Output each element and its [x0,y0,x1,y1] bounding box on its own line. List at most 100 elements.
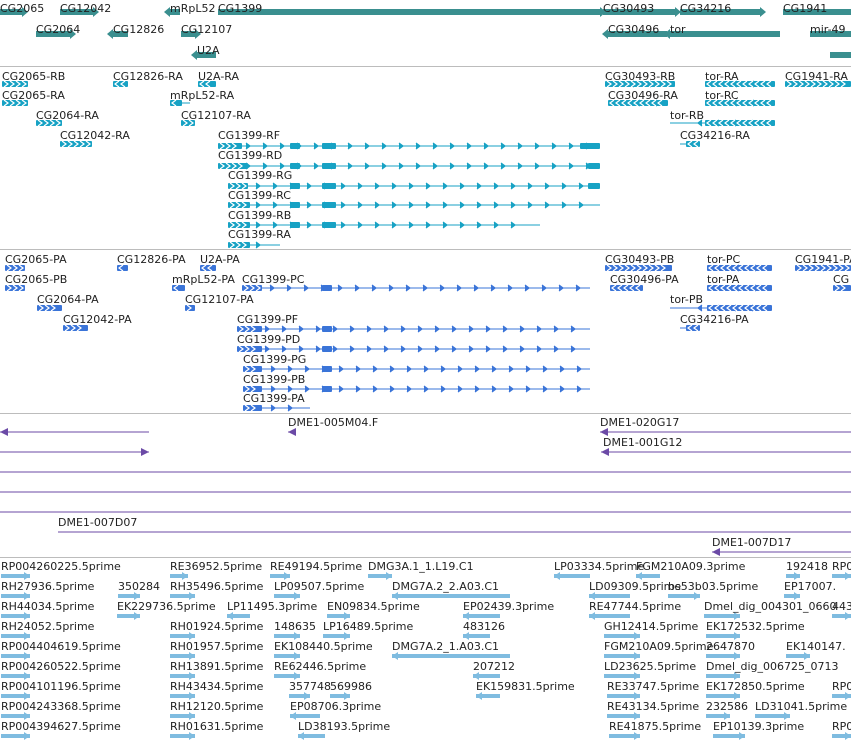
est-label[interactable]: RH35496.5prime [170,580,264,593]
est-feature[interactable] [270,572,290,580]
est-feature[interactable] [713,732,745,740]
est-feature[interactable] [784,592,800,600]
est-feature[interactable] [170,572,188,580]
transcript-label[interactable]: CG2064-RA [36,109,99,122]
transcript-feature[interactable] [228,201,600,209]
gene-label[interactable]: CG30496 [608,23,660,36]
protein-label[interactable]: CG1399-PC [242,273,305,286]
est-label[interactable]: RP0 [832,720,851,733]
est-feature[interactable] [755,712,790,720]
transcript-feature[interactable] [60,140,92,148]
est-feature[interactable] [170,712,195,720]
gene-feature[interactable] [60,7,99,17]
protein-label[interactable]: CG12107-PA [185,293,254,306]
est-label[interactable]: RP0 [832,560,851,573]
transcript-label[interactable]: CG1399-RC [228,189,291,202]
est-feature[interactable] [289,692,310,700]
gene-feature[interactable] [0,7,28,17]
transcript-feature[interactable] [36,119,62,127]
protein-label[interactable]: CG1399-PF [237,313,299,326]
est-feature[interactable] [706,692,740,700]
est-label[interactable]: 192418 [786,560,828,573]
est-label[interactable]: FGM210A09.3prime [636,560,746,573]
transcript-feature[interactable] [198,80,216,88]
est-label[interactable]: RH12120.5prime [170,700,264,713]
clone-feature[interactable] [601,448,851,456]
clone-feature[interactable] [712,548,851,556]
gene-label[interactable]: tor [670,23,686,36]
est-feature[interactable] [604,672,640,680]
est-label[interactable]: LD38193.5prime [298,720,391,733]
transcript-label[interactable]: CG30496-RA [608,89,678,102]
protein-feature[interactable] [63,324,88,332]
est-feature[interactable] [1,652,30,660]
transcript-feature[interactable] [181,119,195,127]
protein-feature[interactable] [5,264,25,272]
est-feature[interactable] [704,612,740,620]
protein-feature[interactable] [200,264,216,272]
est-label[interactable]: LP09507.5prime [274,580,365,593]
transcript-label[interactable]: U2A-RA [198,70,240,83]
est-label[interactable]: RH01924.5prime [170,620,264,633]
est-feature[interactable] [170,592,195,600]
gene-label[interactable]: CG30493 [603,2,655,15]
protein-feature[interactable] [707,284,772,292]
protein-feature[interactable] [242,284,590,292]
est-feature[interactable] [636,572,660,580]
protein-feature[interactable] [237,345,590,353]
est-feature[interactable] [832,692,851,700]
est-feature[interactable] [392,652,510,660]
clone-label[interactable]: DME1-007D07 [58,516,138,529]
transcript-feature[interactable] [218,142,600,150]
gene-feature[interactable] [181,29,201,39]
est-label[interactable]: 148635 [274,620,316,633]
transcript-feature[interactable] [608,99,668,107]
est-feature[interactable] [589,592,630,600]
clone-label[interactable]: DME1-005M04.F [288,416,379,429]
protein-feature[interactable] [243,365,590,373]
est-feature[interactable] [1,572,30,580]
est-feature[interactable] [832,572,851,580]
transcript-label[interactable]: mRpL52-RA [170,89,235,102]
transcript-label[interactable]: tor-RB [670,109,705,122]
est-feature[interactable] [476,692,500,700]
est-label[interactable]: FGM210A09.5prime [604,640,714,653]
est-label[interactable]: DMG7A.2_2.A03.C1 [392,580,500,593]
transcript-feature[interactable] [228,182,600,190]
est-label[interactable]: LD31041.5prime [755,700,848,713]
est-label[interactable]: EP17007. [784,580,837,593]
transcript-label[interactable]: CG12042-RA [60,129,130,142]
protein-label[interactable]: U2A-PA [200,253,240,266]
protein-feature[interactable] [670,304,772,312]
est-label[interactable]: RP004260522.5prime [1,660,121,673]
est-label[interactable]: LP03334.5prime [554,560,645,573]
protein-label[interactable]: CG1399-PD [237,333,301,346]
transcript-label[interactable]: CG1399-RB [228,209,292,222]
est-label[interactable]: EK108440.5prime [274,640,373,653]
est-feature[interactable] [227,612,250,620]
gene-feature[interactable] [783,7,851,17]
protein-feature[interactable] [610,284,643,292]
protein-label[interactable]: CG2065-PB [5,273,68,286]
est-feature[interactable] [463,612,500,620]
gene-feature[interactable] [664,29,780,39]
clone-feature[interactable] [288,428,296,436]
est-feature[interactable] [170,652,195,660]
est-feature[interactable] [1,712,30,720]
transcript-label[interactable]: CG30493-RB [605,70,676,83]
transcript-label[interactable]: tor-RA [705,70,739,83]
gene-label[interactable]: CG2064 [36,23,81,36]
est-label[interactable]: EK172532.5prime [706,620,805,633]
protein-feature[interactable] [680,324,700,332]
est-feature[interactable] [1,672,30,680]
est-label[interactable]: RP0 [832,680,851,693]
gene-label[interactable]: mir-49 [810,23,846,36]
protein-feature[interactable] [172,284,185,292]
est-label[interactable]: EK229736.5prime [117,600,216,613]
gene-label[interactable]: CG1941 [783,2,828,15]
transcript-feature[interactable] [228,241,280,249]
gene-feature[interactable] [680,7,766,17]
protein-label[interactable]: tor-PA [707,273,740,286]
est-feature[interactable] [589,612,630,620]
transcript-label[interactable]: CG1399-RF [218,129,281,142]
